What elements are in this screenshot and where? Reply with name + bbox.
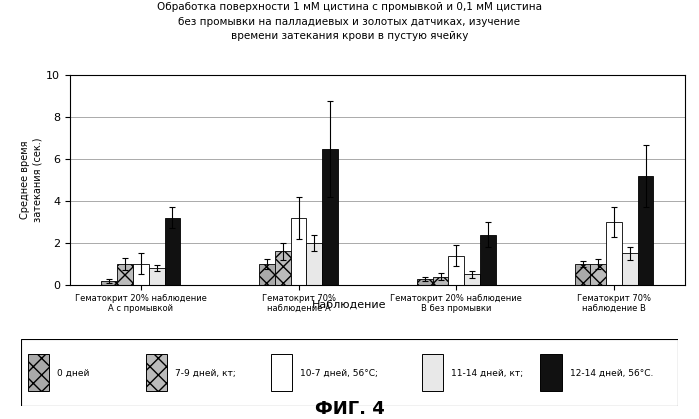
Text: Обработка поверхности 1 мМ цистина с промывкой и 0,1 мМ цистина: Обработка поверхности 1 мМ цистина с про… bbox=[157, 2, 542, 12]
Bar bbox=[117, 264, 133, 285]
Bar bbox=[306, 243, 322, 285]
Bar bbox=[622, 253, 637, 285]
Bar bbox=[149, 268, 164, 285]
Bar bbox=[591, 264, 606, 285]
Text: 7-9 дней, кт;: 7-9 дней, кт; bbox=[175, 368, 236, 378]
Text: ФИГ. 4: ФИГ. 4 bbox=[315, 400, 384, 418]
Bar bbox=[480, 235, 496, 285]
Bar bbox=[275, 251, 291, 285]
Text: 0 дней: 0 дней bbox=[57, 368, 89, 378]
Bar bbox=[540, 354, 562, 391]
Text: Наблюдение: Наблюдение bbox=[312, 300, 387, 310]
Bar bbox=[417, 279, 433, 285]
Bar bbox=[271, 354, 292, 391]
Bar bbox=[421, 354, 443, 391]
Bar bbox=[433, 277, 449, 285]
Bar bbox=[133, 264, 149, 285]
Bar bbox=[291, 218, 306, 285]
Text: времени затекания крови в пустую ячейку: времени затекания крови в пустую ячейку bbox=[231, 31, 468, 41]
Bar bbox=[464, 274, 480, 285]
Y-axis label: Среднее время
затекания (сек.): Среднее время затекания (сек.) bbox=[20, 138, 42, 222]
Bar bbox=[637, 176, 654, 285]
Bar bbox=[101, 281, 117, 285]
Text: 10-7 дней, 56°C;: 10-7 дней, 56°C; bbox=[301, 368, 378, 378]
Bar bbox=[259, 264, 275, 285]
Bar bbox=[27, 354, 49, 391]
Bar bbox=[322, 149, 338, 285]
Text: 11-14 дней, кт;: 11-14 дней, кт; bbox=[452, 368, 524, 378]
Text: 12-14 дней, 56°C.: 12-14 дней, 56°C. bbox=[570, 368, 653, 378]
Bar bbox=[575, 264, 591, 285]
Bar bbox=[164, 218, 180, 285]
Bar bbox=[606, 222, 622, 285]
Bar bbox=[146, 354, 168, 391]
Bar bbox=[449, 256, 464, 285]
Text: без промывки на палладиевых и золотых датчиках, изучение: без промывки на палладиевых и золотых да… bbox=[178, 17, 521, 27]
